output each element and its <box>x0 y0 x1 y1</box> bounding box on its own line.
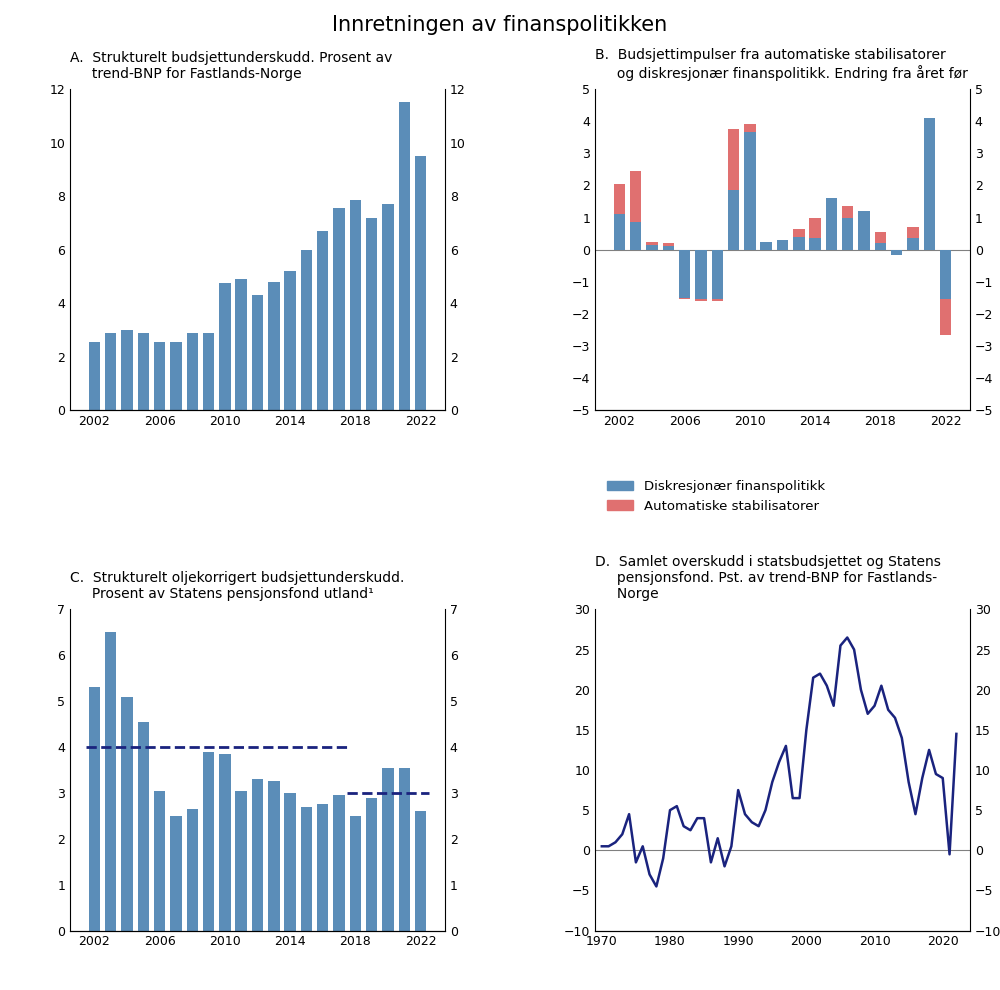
Bar <box>121 697 133 931</box>
Bar <box>154 791 165 931</box>
Bar <box>170 816 182 931</box>
Bar <box>809 239 821 249</box>
Bar <box>744 125 756 133</box>
Bar <box>646 245 658 249</box>
Text: A.  Strukturelt budsjettunderskudd. Prosent av
     trend-BNP for Fastlands-Norg: A. Strukturelt budsjettunderskudd. Prose… <box>70 50 392 81</box>
Bar <box>614 184 625 215</box>
Bar <box>138 722 149 931</box>
Text: D.  Samlet overskudd i statsbudsjettet og Statens
     pensjonsfond. Pst. av tre: D. Samlet overskudd i statsbudsjettet og… <box>595 555 941 601</box>
Bar <box>219 283 231 410</box>
Bar <box>235 791 247 931</box>
Bar <box>630 223 641 249</box>
Bar <box>842 206 853 218</box>
Bar <box>89 342 100 410</box>
Bar <box>138 333 149 410</box>
Bar <box>630 171 641 223</box>
Bar <box>317 805 328 931</box>
Bar <box>907 228 919 239</box>
Bar <box>712 299 723 301</box>
Bar <box>203 333 214 410</box>
Bar <box>284 793 296 931</box>
Bar <box>317 231 328 410</box>
Bar <box>415 811 426 931</box>
Bar <box>301 807 312 931</box>
Bar <box>940 249 951 299</box>
Bar <box>252 295 263 410</box>
Bar <box>382 204 394 410</box>
Bar <box>646 242 658 245</box>
Bar <box>695 299 707 301</box>
Bar <box>219 754 231 931</box>
Bar <box>728 190 739 249</box>
Bar <box>350 816 361 931</box>
Bar <box>187 333 198 410</box>
Bar <box>187 809 198 931</box>
Bar <box>170 342 182 410</box>
Bar <box>614 215 625 249</box>
Text: Innretningen av finanspolitikken: Innretningen av finanspolitikken <box>332 15 668 35</box>
Bar <box>940 299 951 335</box>
Bar <box>826 198 837 249</box>
Bar <box>235 279 247 410</box>
Bar <box>924 118 935 249</box>
Bar <box>105 333 116 410</box>
Bar <box>842 218 853 249</box>
Bar <box>382 767 394 931</box>
Bar <box>793 229 805 237</box>
Bar <box>252 779 263 931</box>
Text: B.  Budsjettimpulser fra automatiske stabilisatorer
     og diskresjonær finansp: B. Budsjettimpulser fra automatiske stab… <box>595 49 968 81</box>
Bar <box>105 633 116 931</box>
Bar <box>744 133 756 249</box>
Bar <box>366 218 377 410</box>
Bar <box>695 249 707 299</box>
Bar <box>399 103 410 410</box>
Bar <box>760 242 772 249</box>
Bar <box>793 237 805 249</box>
Bar <box>301 249 312 410</box>
Bar <box>366 798 377 931</box>
Bar <box>907 239 919 249</box>
Bar <box>809 218 821 239</box>
Bar <box>121 330 133 410</box>
Bar <box>663 247 674 249</box>
Bar <box>154 342 165 410</box>
Bar <box>284 271 296 410</box>
Bar <box>663 244 674 247</box>
Bar <box>777 240 788 249</box>
Bar <box>333 795 345 931</box>
Bar <box>679 298 690 299</box>
Bar <box>875 232 886 244</box>
Bar <box>203 751 214 931</box>
Bar <box>728 130 739 190</box>
Bar <box>89 687 100 931</box>
Bar <box>333 208 345 410</box>
Text: C.  Strukturelt oljekorrigert budsjettunderskudd.
     Prosent av Statens pensjo: C. Strukturelt oljekorrigert budsjettund… <box>70 571 404 601</box>
Bar <box>415 156 426 410</box>
Bar <box>712 249 723 299</box>
Bar <box>875 244 886 249</box>
Bar <box>891 249 902 254</box>
Bar <box>268 781 280 931</box>
Bar <box>858 211 870 249</box>
Bar <box>350 200 361 410</box>
Bar <box>679 249 690 298</box>
Bar <box>399 767 410 931</box>
Legend: Diskresjonær finanspolitikk, Automatiske stabilisatorer: Diskresjonær finanspolitikk, Automatiske… <box>602 474 830 518</box>
Bar <box>268 282 280 410</box>
